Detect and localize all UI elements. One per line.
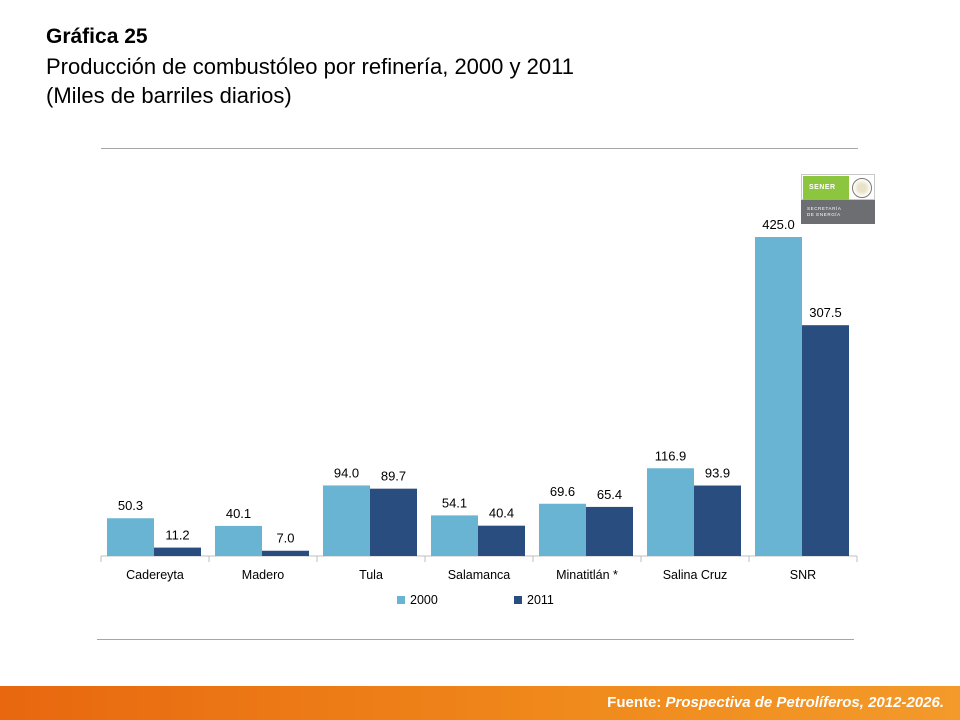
footer-bar: Fuente: Prospectiva de Petrolíferos, 201… <box>0 686 960 720</box>
legend-label-2000: 2000 <box>410 593 438 607</box>
logo-top-band: SENER <box>801 174 875 200</box>
data-label: 94.0 <box>334 465 359 480</box>
data-label: 65.4 <box>597 487 622 502</box>
bar-2011 <box>262 550 309 556</box>
x-tick-label: SNR <box>790 568 816 582</box>
bar-2011 <box>694 485 741 556</box>
chart-title-line2: (Miles de barriles diarios) <box>46 83 292 108</box>
x-tick-label: Salina Cruz <box>663 568 728 582</box>
bar-2011 <box>802 325 849 556</box>
x-tick-label: Salamanca <box>448 568 511 582</box>
data-label: 69.6 <box>550 484 575 499</box>
logo-agency-line2: DE ENERGÍA <box>807 212 841 217</box>
mexico-seal-icon <box>852 178 872 198</box>
bar-2000 <box>755 237 802 556</box>
data-label: 40.1 <box>226 506 251 521</box>
x-tick-label: Minatitlán * <box>556 568 618 582</box>
data-label: 50.3 <box>118 498 143 513</box>
x-tick-label: Madero <box>242 568 284 582</box>
data-label: 425.0 <box>762 217 795 232</box>
source-citation: Prospectiva de Petrolíferos, 2012-2026. <box>665 694 944 711</box>
data-label: 307.5 <box>809 305 842 320</box>
logo-green-block: SENER <box>803 176 849 200</box>
bar-2000 <box>539 503 586 556</box>
logo-bottom-band: SECRETARÍA DE ENERGÍA <box>801 200 875 224</box>
bottom-divider <box>97 639 854 640</box>
logo-brand-text: SENER <box>809 184 836 191</box>
bar-2000 <box>323 485 370 556</box>
bar-2011 <box>154 547 201 556</box>
data-label: 93.9 <box>705 466 730 481</box>
x-tick-label: Tula <box>359 568 383 582</box>
legend-label-2011: 2011 <box>527 593 554 607</box>
top-divider <box>101 148 858 149</box>
source-label: Fuente: <box>607 694 662 711</box>
bar-2000 <box>215 525 262 556</box>
data-label: 40.4 <box>489 506 514 521</box>
source-note: Fuente: Prospectiva de Petrolíferos, 201… <box>607 694 944 711</box>
bar-2000 <box>107 518 154 556</box>
data-label: 54.1 <box>442 495 467 510</box>
bar-2000 <box>431 515 478 556</box>
data-label: 89.7 <box>381 469 406 484</box>
legend-swatch-2000 <box>397 596 405 604</box>
logo-agency-text: SECRETARÍA DE ENERGÍA <box>807 206 841 218</box>
chart-title-line1: Producción de combustóleo por refinería,… <box>46 54 574 79</box>
sener-logo: SENER SECRETARÍA DE ENERGÍA <box>801 174 875 224</box>
chart-title: Gráfica 25 Producción de combustóleo por… <box>46 22 906 110</box>
bar-2011 <box>370 488 417 556</box>
legend-swatch-2011 <box>514 596 522 604</box>
chart-number: Gráfica 25 <box>46 25 148 48</box>
data-label: 7.0 <box>276 531 294 546</box>
bar-2011 <box>586 506 633 556</box>
bar-2011 <box>478 525 525 556</box>
data-label: 116.9 <box>655 448 687 463</box>
logo-agency-line1: SECRETARÍA <box>807 206 842 211</box>
x-tick-label: Cadereyta <box>126 568 184 582</box>
data-label: 11.2 <box>165 528 189 543</box>
bar-2000 <box>647 468 694 556</box>
